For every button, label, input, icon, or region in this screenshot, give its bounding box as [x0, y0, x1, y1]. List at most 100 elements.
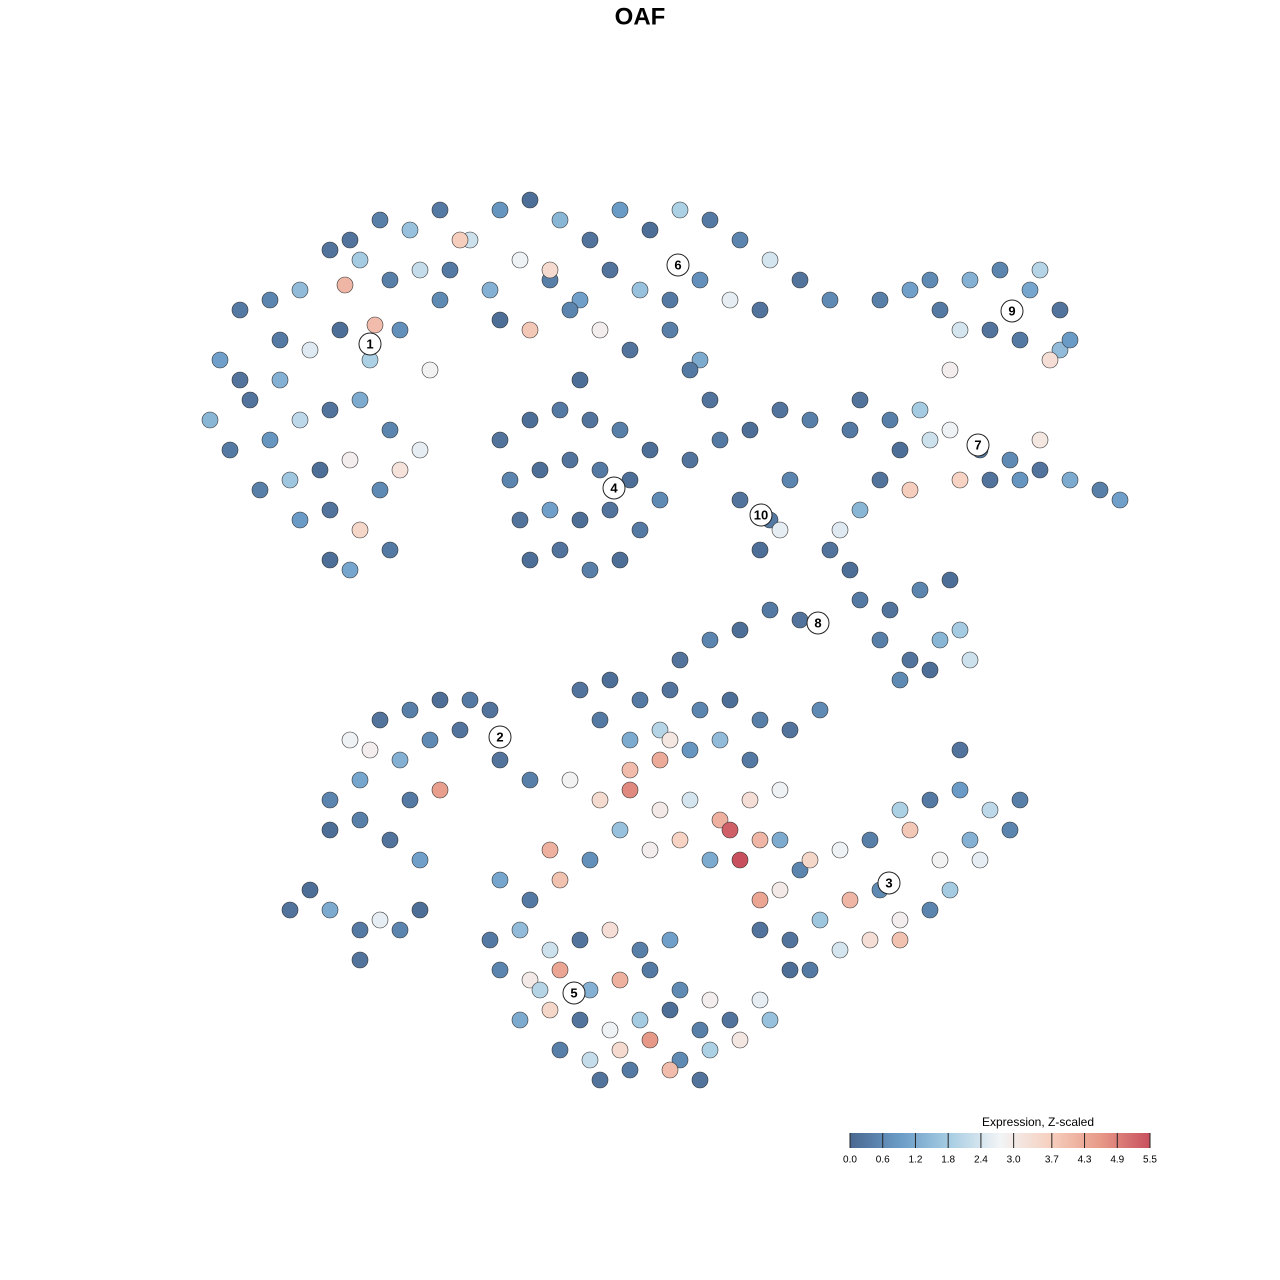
point: [341, 451, 359, 469]
point: [231, 371, 249, 389]
point: [381, 421, 399, 439]
point: [391, 461, 409, 479]
point: [391, 921, 409, 939]
point: [831, 941, 849, 959]
point: [801, 961, 819, 979]
point: [221, 441, 239, 459]
point: [751, 831, 769, 849]
point: [971, 851, 989, 869]
point: [691, 701, 709, 719]
point: [351, 951, 369, 969]
colorbar-tick-label: 4.3: [1078, 1155, 1092, 1166]
point: [941, 571, 959, 589]
point: [621, 341, 639, 359]
point: [921, 791, 939, 809]
cluster-labels: 1 6 4 10 9 7 8 2 3 5: [358, 253, 1024, 1005]
point: [261, 291, 279, 309]
point: [721, 821, 739, 839]
cluster-badge: [749, 503, 773, 527]
point: [701, 1041, 719, 1059]
point: [1001, 821, 1019, 839]
point: [491, 201, 509, 219]
colorbar: Expression, Z-scaled 0.0 0.6 1.2 1.8 2.4 3.0 3…: [843, 1115, 1157, 1165]
point: [691, 1021, 709, 1039]
colorbar-tick-label: 1.2: [909, 1155, 923, 1166]
point: [321, 901, 339, 919]
point: [601, 501, 619, 519]
point: [211, 351, 229, 369]
point: [841, 421, 859, 439]
point: [841, 561, 859, 579]
point: [721, 291, 739, 309]
point: [1031, 461, 1049, 479]
point: [771, 831, 789, 849]
point: [491, 311, 509, 329]
point: [921, 271, 939, 289]
point: [791, 611, 809, 629]
point: [321, 501, 339, 519]
point: [281, 471, 299, 489]
point: [571, 681, 589, 699]
point: [351, 811, 369, 829]
point: [431, 291, 449, 309]
point: [621, 761, 639, 779]
point: [1091, 481, 1109, 499]
point: [731, 491, 749, 509]
point: [641, 441, 659, 459]
point: [481, 701, 499, 719]
point: [1031, 431, 1049, 449]
point: [491, 961, 509, 979]
point: [681, 791, 699, 809]
point: [581, 411, 599, 429]
point: [411, 851, 429, 869]
point: [931, 851, 949, 869]
point: [781, 721, 799, 739]
point: [711, 731, 729, 749]
point: [591, 461, 609, 479]
point: [381, 271, 399, 289]
point: [521, 891, 539, 909]
cluster-badge: [966, 433, 990, 457]
point: [541, 261, 559, 279]
point: [341, 731, 359, 749]
point: [781, 931, 799, 949]
point: [321, 401, 339, 419]
point: [821, 541, 839, 559]
point: [551, 1041, 569, 1059]
point: [981, 471, 999, 489]
point: [541, 841, 559, 859]
point: [371, 481, 389, 499]
point: [1061, 331, 1079, 349]
point: [641, 221, 659, 239]
point: [831, 841, 849, 859]
point: [391, 751, 409, 769]
point: [321, 791, 339, 809]
point: [771, 401, 789, 419]
point: [351, 771, 369, 789]
point: [441, 261, 459, 279]
point: [1021, 281, 1039, 299]
point: [951, 621, 969, 639]
chart-title: OAF: [615, 3, 666, 30]
point: [521, 551, 539, 569]
point: [481, 281, 499, 299]
cluster-label: 1: [366, 336, 373, 351]
point: [771, 881, 789, 899]
point: [511, 251, 529, 269]
point: [571, 1011, 589, 1029]
point: [941, 881, 959, 899]
point: [561, 451, 579, 469]
colorbar-title: Expression, Z-scaled: [982, 1115, 1094, 1129]
point: [621, 1061, 639, 1079]
point: [601, 921, 619, 939]
point: [811, 911, 829, 929]
point: [701, 391, 719, 409]
point: [311, 461, 329, 479]
point: [751, 921, 769, 939]
point: [981, 321, 999, 339]
colorbar-bar: [850, 1133, 1150, 1148]
point: [421, 731, 439, 749]
point: [751, 891, 769, 909]
cluster-label: 3: [885, 875, 892, 890]
point: [891, 441, 909, 459]
